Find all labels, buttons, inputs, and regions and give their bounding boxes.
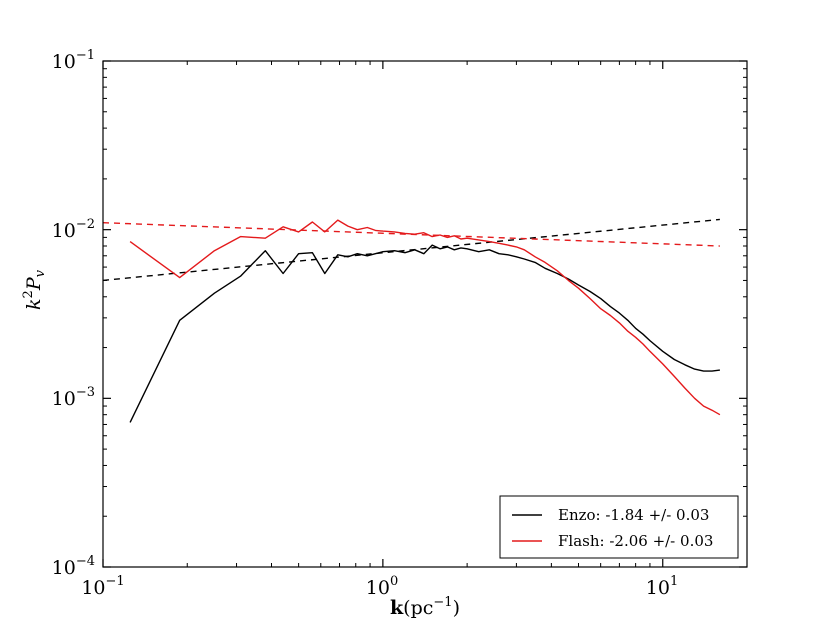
x-axis-label: k(pc−1) <box>390 595 460 619</box>
x-tick-base-0: 10 <box>81 577 105 599</box>
y-axis-label-sub: v <box>33 269 48 277</box>
x-tick-label-1: 100 <box>366 574 398 599</box>
x-axis-label-close: ) <box>453 597 460 619</box>
legend-label-enzo: Enzo: -1.84 +/- 0.03 <box>558 506 709 524</box>
y-tick-base-1: 10 <box>52 388 76 410</box>
x-tick-label-2: 101 <box>646 574 678 599</box>
legend-box <box>499 495 739 559</box>
series-line-flash <box>129 219 721 416</box>
svg-text:10−4: 10−4 <box>52 554 95 579</box>
fit-line-enzo <box>102 218 720 282</box>
x-tick-exp-2: 1 <box>670 574 678 589</box>
svg-text:100: 100 <box>366 574 398 599</box>
x-axis-label-exp: −1 <box>433 595 452 610</box>
x-axis-label-text: (pc <box>403 597 433 619</box>
y-tick-base-0: 10 <box>52 557 76 579</box>
y-axis-label: k2Pv <box>21 269 48 310</box>
series-line-enzo <box>129 244 720 423</box>
y-tick-exp-0: −4 <box>76 554 95 569</box>
svg-text:k2Pv: k2Pv <box>21 269 48 310</box>
x-axis-label-bold: k <box>390 597 404 619</box>
legend: Enzo: -1.84 +/- 0.03 Flash: -2.06 +/- 0.… <box>499 495 739 559</box>
series-lines <box>129 219 721 423</box>
y-axis-label-mid: P <box>23 276 45 291</box>
svg-text:10−3: 10−3 <box>52 385 95 410</box>
svg-text:10−1: 10−1 <box>52 48 95 73</box>
major-ticks <box>102 60 747 568</box>
y-tick-exp-3: −1 <box>76 48 95 63</box>
svg-text:101: 101 <box>646 574 678 599</box>
svg-text:10−1: 10−1 <box>81 574 124 599</box>
x-tick-base-2: 10 <box>646 577 670 599</box>
y-tick-label-3: 10−1 <box>52 48 95 73</box>
svg-text:10−2: 10−2 <box>52 217 95 242</box>
y-tick-exp-1: −3 <box>76 385 95 400</box>
y-tick-label-0: 10−4 <box>52 554 95 579</box>
x-tick-exp-0: −1 <box>106 574 125 589</box>
svg-text:k(pc−1): k(pc−1) <box>390 595 460 619</box>
y-axis-label-base: k <box>23 298 45 310</box>
y-tick-label-1: 10−3 <box>52 385 95 410</box>
y-tick-base-3: 10 <box>52 51 76 73</box>
x-tick-base-1: 10 <box>366 577 390 599</box>
y-axis-label-exp: 2 <box>21 290 36 298</box>
legend-label-flash: Flash: -2.06 +/- 0.03 <box>558 532 713 550</box>
y-tick-exp-2: −2 <box>76 217 95 232</box>
x-tick-label-0: 10−1 <box>81 574 124 599</box>
y-tick-label-2: 10−2 <box>52 217 95 242</box>
plot-frame <box>102 60 748 568</box>
x-tick-exp-1: 0 <box>390 574 398 589</box>
minor-ticks <box>103 61 748 567</box>
y-tick-base-2: 10 <box>52 220 76 242</box>
